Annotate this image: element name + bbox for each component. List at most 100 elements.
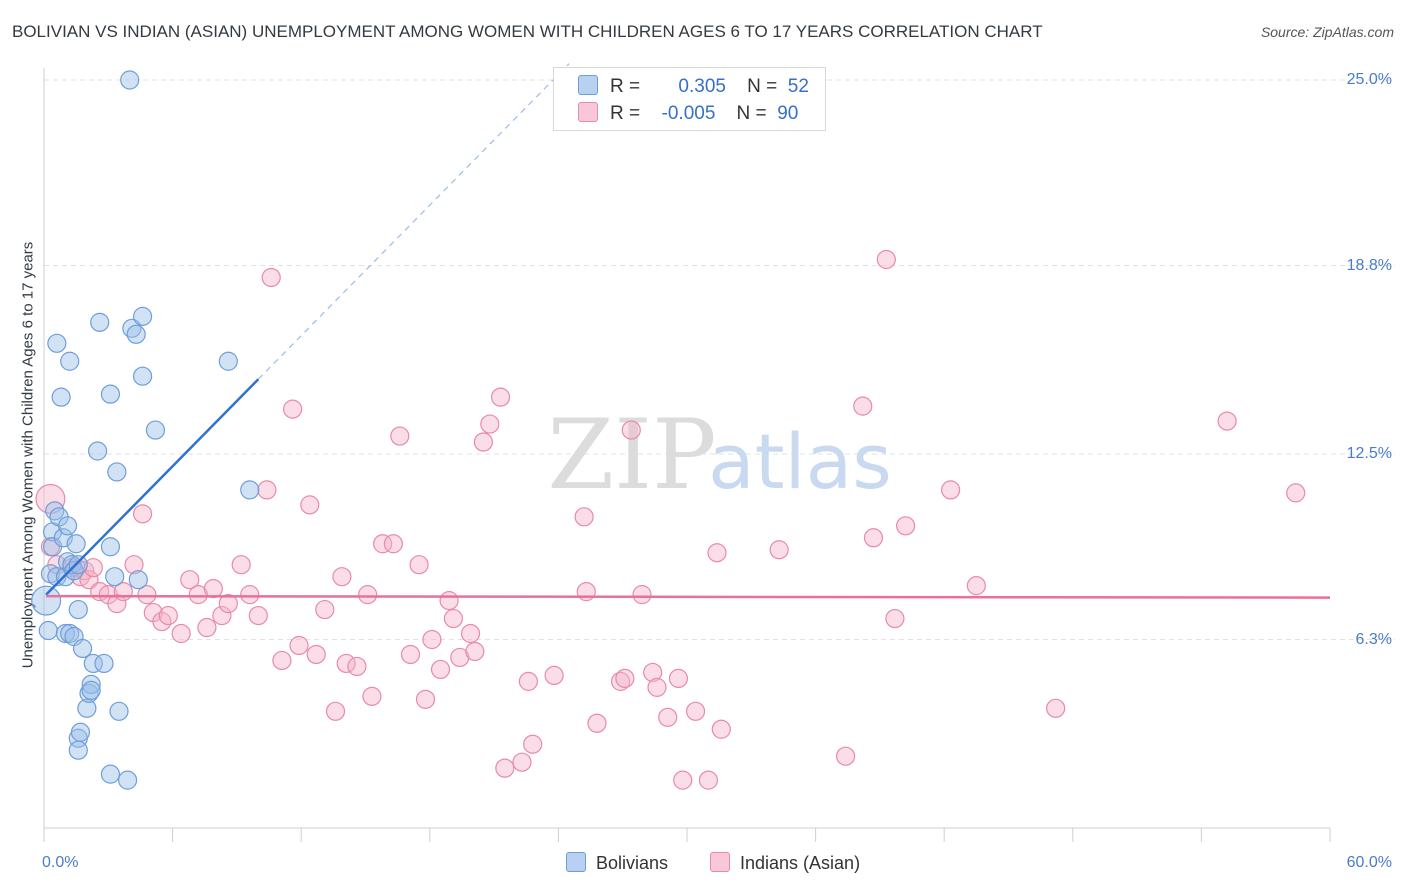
indian-point-32: [283, 399, 303, 419]
bolivian-point-34: [94, 653, 114, 674]
indian-point-28: [248, 605, 268, 626]
indian-point-41: [358, 585, 378, 605]
indian-point-71: [643, 662, 663, 683]
indian-point-7: [79, 570, 99, 590]
indian-point-84: [876, 249, 896, 270]
indian-point-91: [1286, 483, 1306, 503]
indian-point-55: [465, 641, 485, 662]
indian-point-60: [512, 752, 532, 772]
x-tick-label-min: 0.0%: [42, 854, 79, 871]
indian-point-70: [632, 585, 652, 605]
indian-point-90: [1217, 411, 1237, 431]
bottom-legend-label-bolivians: Bolivians: [596, 853, 669, 873]
stats-legend: R = 0.305 N = 52 R = -0.005 N = 90: [553, 67, 826, 131]
indian-point-88: [966, 576, 986, 596]
bolivian-point-22: [68, 599, 88, 620]
indian-point-18: [158, 605, 178, 626]
bottom-legend-swatch-blue: [566, 852, 586, 872]
legend-r-value-indians: -0.005: [661, 103, 716, 124]
bolivian-point-25: [70, 722, 91, 742]
indian-point-62: [523, 734, 543, 754]
indian-point-54: [460, 623, 481, 644]
indian-point-34: [300, 495, 320, 515]
axes: [43, 68, 1331, 842]
indian-point-11: [107, 593, 127, 614]
y-tick-label-3: 6.3%: [1355, 630, 1392, 648]
bolivian-point-38: [105, 567, 125, 587]
indian-point-77: [698, 770, 719, 790]
source-credit: Source: ZipAtlas.com: [1260, 24, 1394, 40]
bolivian-point-0: [31, 585, 62, 616]
bolivian-point-44: [126, 324, 146, 344]
indian-point-38: [332, 567, 352, 587]
watermark-zip: ZIP: [547, 399, 716, 511]
indian-point-76: [685, 701, 706, 721]
bolivian-point-41: [117, 770, 138, 790]
indian-point-69: [621, 420, 641, 440]
bolivian-point-40: [109, 701, 129, 721]
bolivian-point-39: [107, 462, 127, 482]
indian-point-33: [289, 635, 309, 656]
indian-point-75: [673, 770, 693, 790]
bottom-legend-bolivians: Bolivians: [566, 852, 668, 874]
bolivian-point-1: [38, 620, 58, 641]
indian-point-15: [137, 585, 157, 605]
indian-point-13: [124, 555, 144, 575]
indian-point-50: [430, 659, 451, 680]
indian-point-59: [495, 758, 515, 778]
indian-point-25: [218, 593, 238, 614]
bolivian-point-33: [90, 312, 110, 332]
indian-point-51: [439, 591, 459, 611]
indian-point-26: [231, 555, 251, 575]
indian-point-23: [203, 579, 223, 599]
bolivian-point-14: [57, 516, 78, 536]
legend-swatch-blue: [578, 75, 598, 95]
indian-point-39: [336, 653, 356, 674]
indian-point-58: [490, 387, 511, 407]
bolivian-point-32: [87, 441, 108, 461]
bottom-legend-label-indians: Indians (Asian): [740, 853, 861, 873]
indian-point-45: [390, 426, 410, 446]
legend-n-value-indians: 90: [777, 103, 799, 124]
indian-point-46: [400, 644, 421, 665]
bolivian-point-36: [100, 537, 121, 557]
indian-point-29: [257, 480, 277, 500]
indian-point-30: [261, 267, 281, 288]
indian-point-66: [587, 713, 607, 733]
legend-n-label: N =: [747, 76, 778, 97]
indians-points: [35, 249, 1306, 790]
legend-r-value-bolivians: 0.305: [678, 76, 726, 97]
legend-r-label: R =: [610, 76, 641, 97]
bolivian-point-42: [120, 70, 140, 90]
indian-point-40: [347, 656, 367, 677]
bolivian-point-24: [68, 740, 88, 760]
y-tick-label-2: 12.5%: [1346, 445, 1392, 462]
indian-point-47: [409, 555, 429, 575]
bottom-legend-indians: Indians (Asian): [710, 852, 860, 874]
indian-point-19: [171, 623, 191, 644]
indian-point-79: [711, 719, 731, 739]
bolivian-point-48: [145, 420, 166, 440]
bolivian-point-45: [128, 570, 148, 590]
trend-lines: [45, 63, 1331, 599]
bolivian-point-35: [100, 384, 121, 404]
indian-point-27: [240, 585, 260, 605]
x-tick-label-max: 60.0%: [1346, 854, 1392, 871]
legend-n-value-bolivians: 52: [787, 76, 809, 97]
indian-point-22: [197, 617, 217, 638]
indian-point-68: [615, 668, 635, 689]
indian-point-89: [1046, 698, 1066, 718]
y-tick-label-1: 18.8%: [1346, 256, 1392, 274]
bolivian-point-15: [60, 351, 80, 371]
bolivian-point-49: [218, 351, 238, 371]
indian-point-57: [480, 414, 500, 434]
legend-r-label: R =: [610, 103, 641, 124]
bolivians-trend-line: [45, 378, 260, 596]
bolivian-point-21: [68, 555, 88, 575]
bolivian-point-31: [83, 653, 103, 674]
indian-point-61: [518, 671, 538, 691]
bolivian-point-50: [240, 480, 260, 500]
indian-point-35: [306, 644, 326, 665]
bolivian-point-37: [100, 764, 121, 784]
indian-point-37: [325, 701, 346, 721]
